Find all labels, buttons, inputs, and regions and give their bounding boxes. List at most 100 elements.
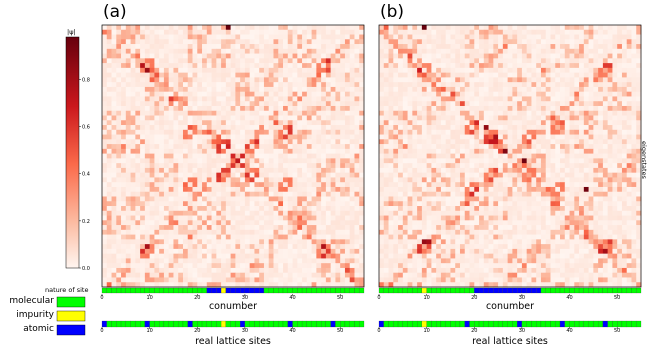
heatmap-cell <box>121 248 127 254</box>
heatmap-cell <box>202 172 208 178</box>
heatmap-cell <box>182 177 189 183</box>
heatmap-cell <box>306 29 312 35</box>
heatmap-cell <box>398 167 404 173</box>
heatmap-cell <box>417 139 423 145</box>
heatmap-cell <box>197 229 203 235</box>
heatmap-cell <box>330 139 336 145</box>
heatmap-cell <box>111 96 117 102</box>
heatmap-cell <box>583 153 589 159</box>
heatmap-cell <box>235 263 241 269</box>
heatmap-cell <box>393 72 399 78</box>
heatmap-cell <box>512 72 518 78</box>
heatmap-cell <box>268 244 274 250</box>
heatmap-cell <box>154 105 160 112</box>
heatmap-cell <box>379 120 385 126</box>
heatmap-cell <box>498 77 504 83</box>
heatmap-cell <box>588 158 594 164</box>
heatmap-cell <box>144 196 150 202</box>
heatmap-cell <box>216 120 222 126</box>
heatmap-cell <box>102 282 108 288</box>
heatmap-cell <box>154 177 160 183</box>
heatmap-cell <box>121 172 127 178</box>
heatmap-cell <box>130 34 136 40</box>
heatmap-cell <box>426 44 432 50</box>
heatmap-cell <box>268 282 274 288</box>
heatmap-cell <box>125 48 131 54</box>
heatmap-cell <box>421 148 427 154</box>
heatmap-cell <box>540 82 547 88</box>
heatmap-cell <box>292 134 298 140</box>
heatmap-cell <box>187 191 193 197</box>
heatmap-cell <box>455 44 461 50</box>
heatmap-cell <box>555 144 561 150</box>
heatmap-cell <box>531 153 537 159</box>
heatmap-cell <box>621 129 628 135</box>
heatmap-cell <box>545 110 551 116</box>
heatmap-cell <box>263 263 270 269</box>
heatmap-cell <box>325 220 331 226</box>
heatmap-cell <box>598 115 604 121</box>
heatmap-cell <box>116 153 122 159</box>
heatmap-cell <box>598 91 604 97</box>
heatmap-cell <box>398 67 404 73</box>
heatmap-cell <box>149 105 155 112</box>
heatmap-cell <box>202 29 208 35</box>
heatmap-cell <box>144 96 150 102</box>
heatmap-cell <box>325 82 331 88</box>
heatmap-cell <box>607 34 613 40</box>
heatmap-cell <box>502 77 508 83</box>
heatmap-cell <box>168 220 174 226</box>
heatmap-cell <box>144 101 150 107</box>
heatmap-cell <box>111 229 117 235</box>
heatmap-cell <box>464 53 470 59</box>
heatmap-cell <box>617 77 623 83</box>
heatmap-cell <box>412 186 418 193</box>
heatmap-cell <box>206 277 212 283</box>
heatmap-cell <box>498 96 504 102</box>
heatmap-cell <box>607 101 613 107</box>
heatmap-cell <box>488 167 494 173</box>
heatmap-cell <box>602 82 608 88</box>
heatmap-cell <box>436 77 442 83</box>
heatmap-cell <box>574 77 580 83</box>
heatmap-cell <box>287 82 293 88</box>
heatmap-cell <box>493 77 499 83</box>
heatmap-cell <box>621 139 628 145</box>
heatmap-cell <box>135 282 141 288</box>
heatmap-cell <box>344 53 351 59</box>
heatmap-cell <box>116 44 122 50</box>
heatmap-cell <box>144 153 150 159</box>
heatmap-cell <box>311 239 317 245</box>
heatmap-cell <box>545 25 551 31</box>
heatmap-cell <box>249 39 255 45</box>
heatmap-cell <box>507 129 513 135</box>
heatmap-cell <box>483 101 489 107</box>
heatmap-cell <box>311 267 317 274</box>
heatmap-cell <box>178 144 184 150</box>
heatmap-cell <box>321 282 327 288</box>
heatmap-cell <box>588 186 594 193</box>
heatmap-cell <box>306 206 312 212</box>
heatmap-cell <box>325 206 331 212</box>
heatmap-cell <box>121 25 127 31</box>
heatmap-cell <box>498 101 504 107</box>
heatmap-cell <box>602 158 608 164</box>
heatmap-cell <box>574 58 580 64</box>
heatmap-cell <box>225 48 231 54</box>
heatmap-cell <box>359 67 365 73</box>
heatmap-cell <box>569 82 575 88</box>
heatmap-cell <box>254 82 260 88</box>
heatmap-cell <box>278 134 284 140</box>
heatmap-cell <box>140 96 146 102</box>
heatmap-cell <box>521 110 527 116</box>
heatmap-cell <box>564 110 570 116</box>
heatmap-cell <box>254 101 260 107</box>
heatmap-cell <box>273 267 279 274</box>
heatmap-cell <box>254 139 260 145</box>
heatmap-cell <box>379 82 385 88</box>
heatmap-cell <box>455 186 461 193</box>
heatmap-cell <box>163 125 169 131</box>
heatmap-cell <box>102 277 108 283</box>
heatmap-cell <box>211 91 217 97</box>
heatmap-cell <box>617 134 623 140</box>
